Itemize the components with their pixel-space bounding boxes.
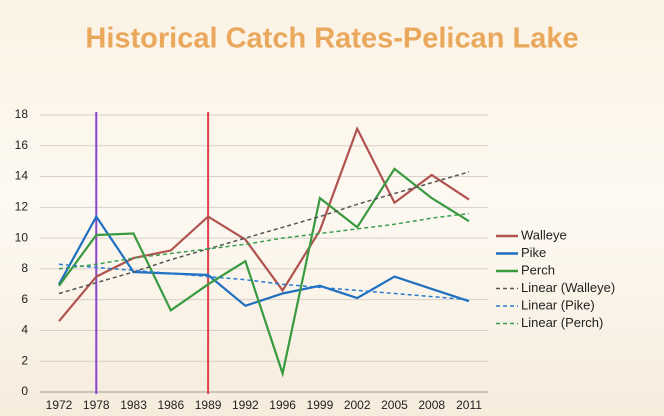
legend-label: Pike [521, 245, 546, 260]
x-tick-label: 1996 [269, 398, 296, 412]
x-tick-label: 1978 [83, 398, 110, 412]
x-tick-label: 1986 [157, 398, 184, 412]
y-tick-label: 4 [21, 323, 28, 337]
x-tick-label: 2011 [456, 398, 482, 412]
x-tick-label: 2002 [344, 398, 371, 412]
y-tick-label: 12 [15, 200, 29, 214]
legend-label: Walleye [521, 227, 567, 242]
y-tick-label: 6 [21, 292, 28, 306]
y-tick-label: 0 [21, 384, 28, 398]
y-tick-label: 16 [15, 138, 29, 152]
legend-label: Linear (Pike) [521, 297, 595, 312]
x-tick-label: 1999 [307, 398, 334, 412]
x-tick-label: 1983 [120, 398, 147, 412]
legend-label: Linear (Walleye) [521, 280, 615, 295]
series-line [58, 167, 470, 378]
chart-title: Historical Catch Rates-Pelican Lake [85, 23, 578, 55]
x-tick-label: 2008 [418, 398, 445, 412]
legend-label: Perch [521, 262, 555, 277]
x-tick-label: 2005 [381, 398, 408, 412]
trend-line [58, 263, 470, 301]
trend-line [58, 212, 470, 270]
x-tick-label: 1972 [46, 398, 73, 412]
y-tick-label: 10 [15, 230, 29, 244]
y-tick-label: 18 [15, 107, 29, 121]
trend-line [58, 171, 470, 295]
series-line [58, 214, 470, 308]
y-tick-label: 2 [21, 353, 28, 367]
legend-label: Linear (Perch) [521, 315, 603, 330]
x-tick-label: 1989 [195, 398, 222, 412]
y-tick-label: 8 [21, 261, 28, 275]
y-tick-label: 14 [15, 169, 29, 183]
legend: Walleye Pike Perch Linear (Walleye) Linear (… [496, 227, 615, 330]
x-tick-label: 1992 [232, 398, 259, 412]
